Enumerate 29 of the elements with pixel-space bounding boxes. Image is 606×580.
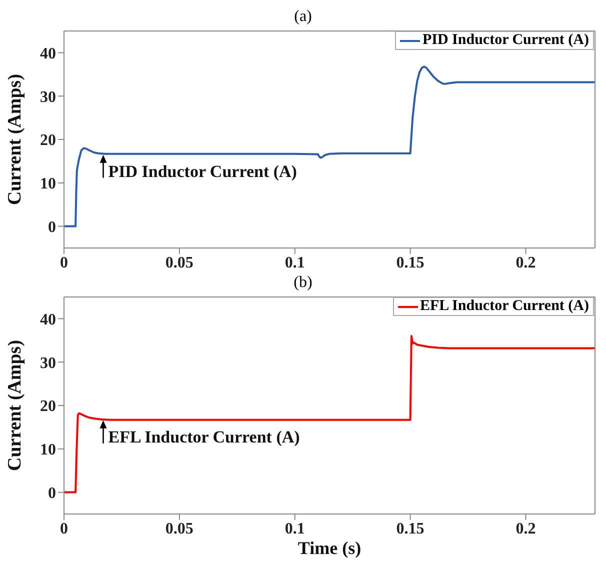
x-tick-label: 0.15	[396, 520, 424, 538]
x-tick-label: 0	[60, 520, 68, 538]
x-tick-label: 0	[60, 254, 68, 272]
x-tick-label: 0.2	[516, 254, 536, 272]
y-tick-label: 20	[40, 132, 56, 150]
y-tick-label: 10	[40, 442, 56, 459]
line-series	[64, 66, 595, 228]
y-tick-label: 30	[40, 354, 56, 372]
y-tick-label: 40	[40, 45, 56, 62]
line-series	[64, 335, 595, 494]
legend-label: EFL Inductor Current (A)	[420, 298, 589, 315]
x-tick-label: 0.2	[516, 520, 536, 538]
y-tick-label: 10	[40, 176, 56, 193]
x-tick-label: 0.05	[165, 520, 194, 538]
x-axis-title: Time (s)	[298, 538, 362, 558]
y-tick-label: 40	[40, 311, 56, 328]
x-tick-label: 0.15	[396, 254, 424, 272]
annotation: EFL Inductor Current (A)	[108, 427, 300, 446]
legend-label: PID Inductor Current (A)	[422, 32, 589, 49]
y-tick-label: 0	[48, 484, 56, 502]
y-tick-label: 0	[48, 218, 56, 236]
y-tick-label: 20	[40, 398, 56, 416]
x-tick-label: 0.1	[284, 520, 305, 538]
y-tick-label: 30	[40, 88, 56, 106]
x-tick-label: 0.1	[284, 254, 305, 272]
x-tick-label: 0.05	[165, 254, 194, 272]
chart-title: (a)	[293, 8, 313, 26]
chart-title: (b)	[292, 274, 314, 292]
annotation: PID Inductor Current (A)	[108, 162, 297, 181]
